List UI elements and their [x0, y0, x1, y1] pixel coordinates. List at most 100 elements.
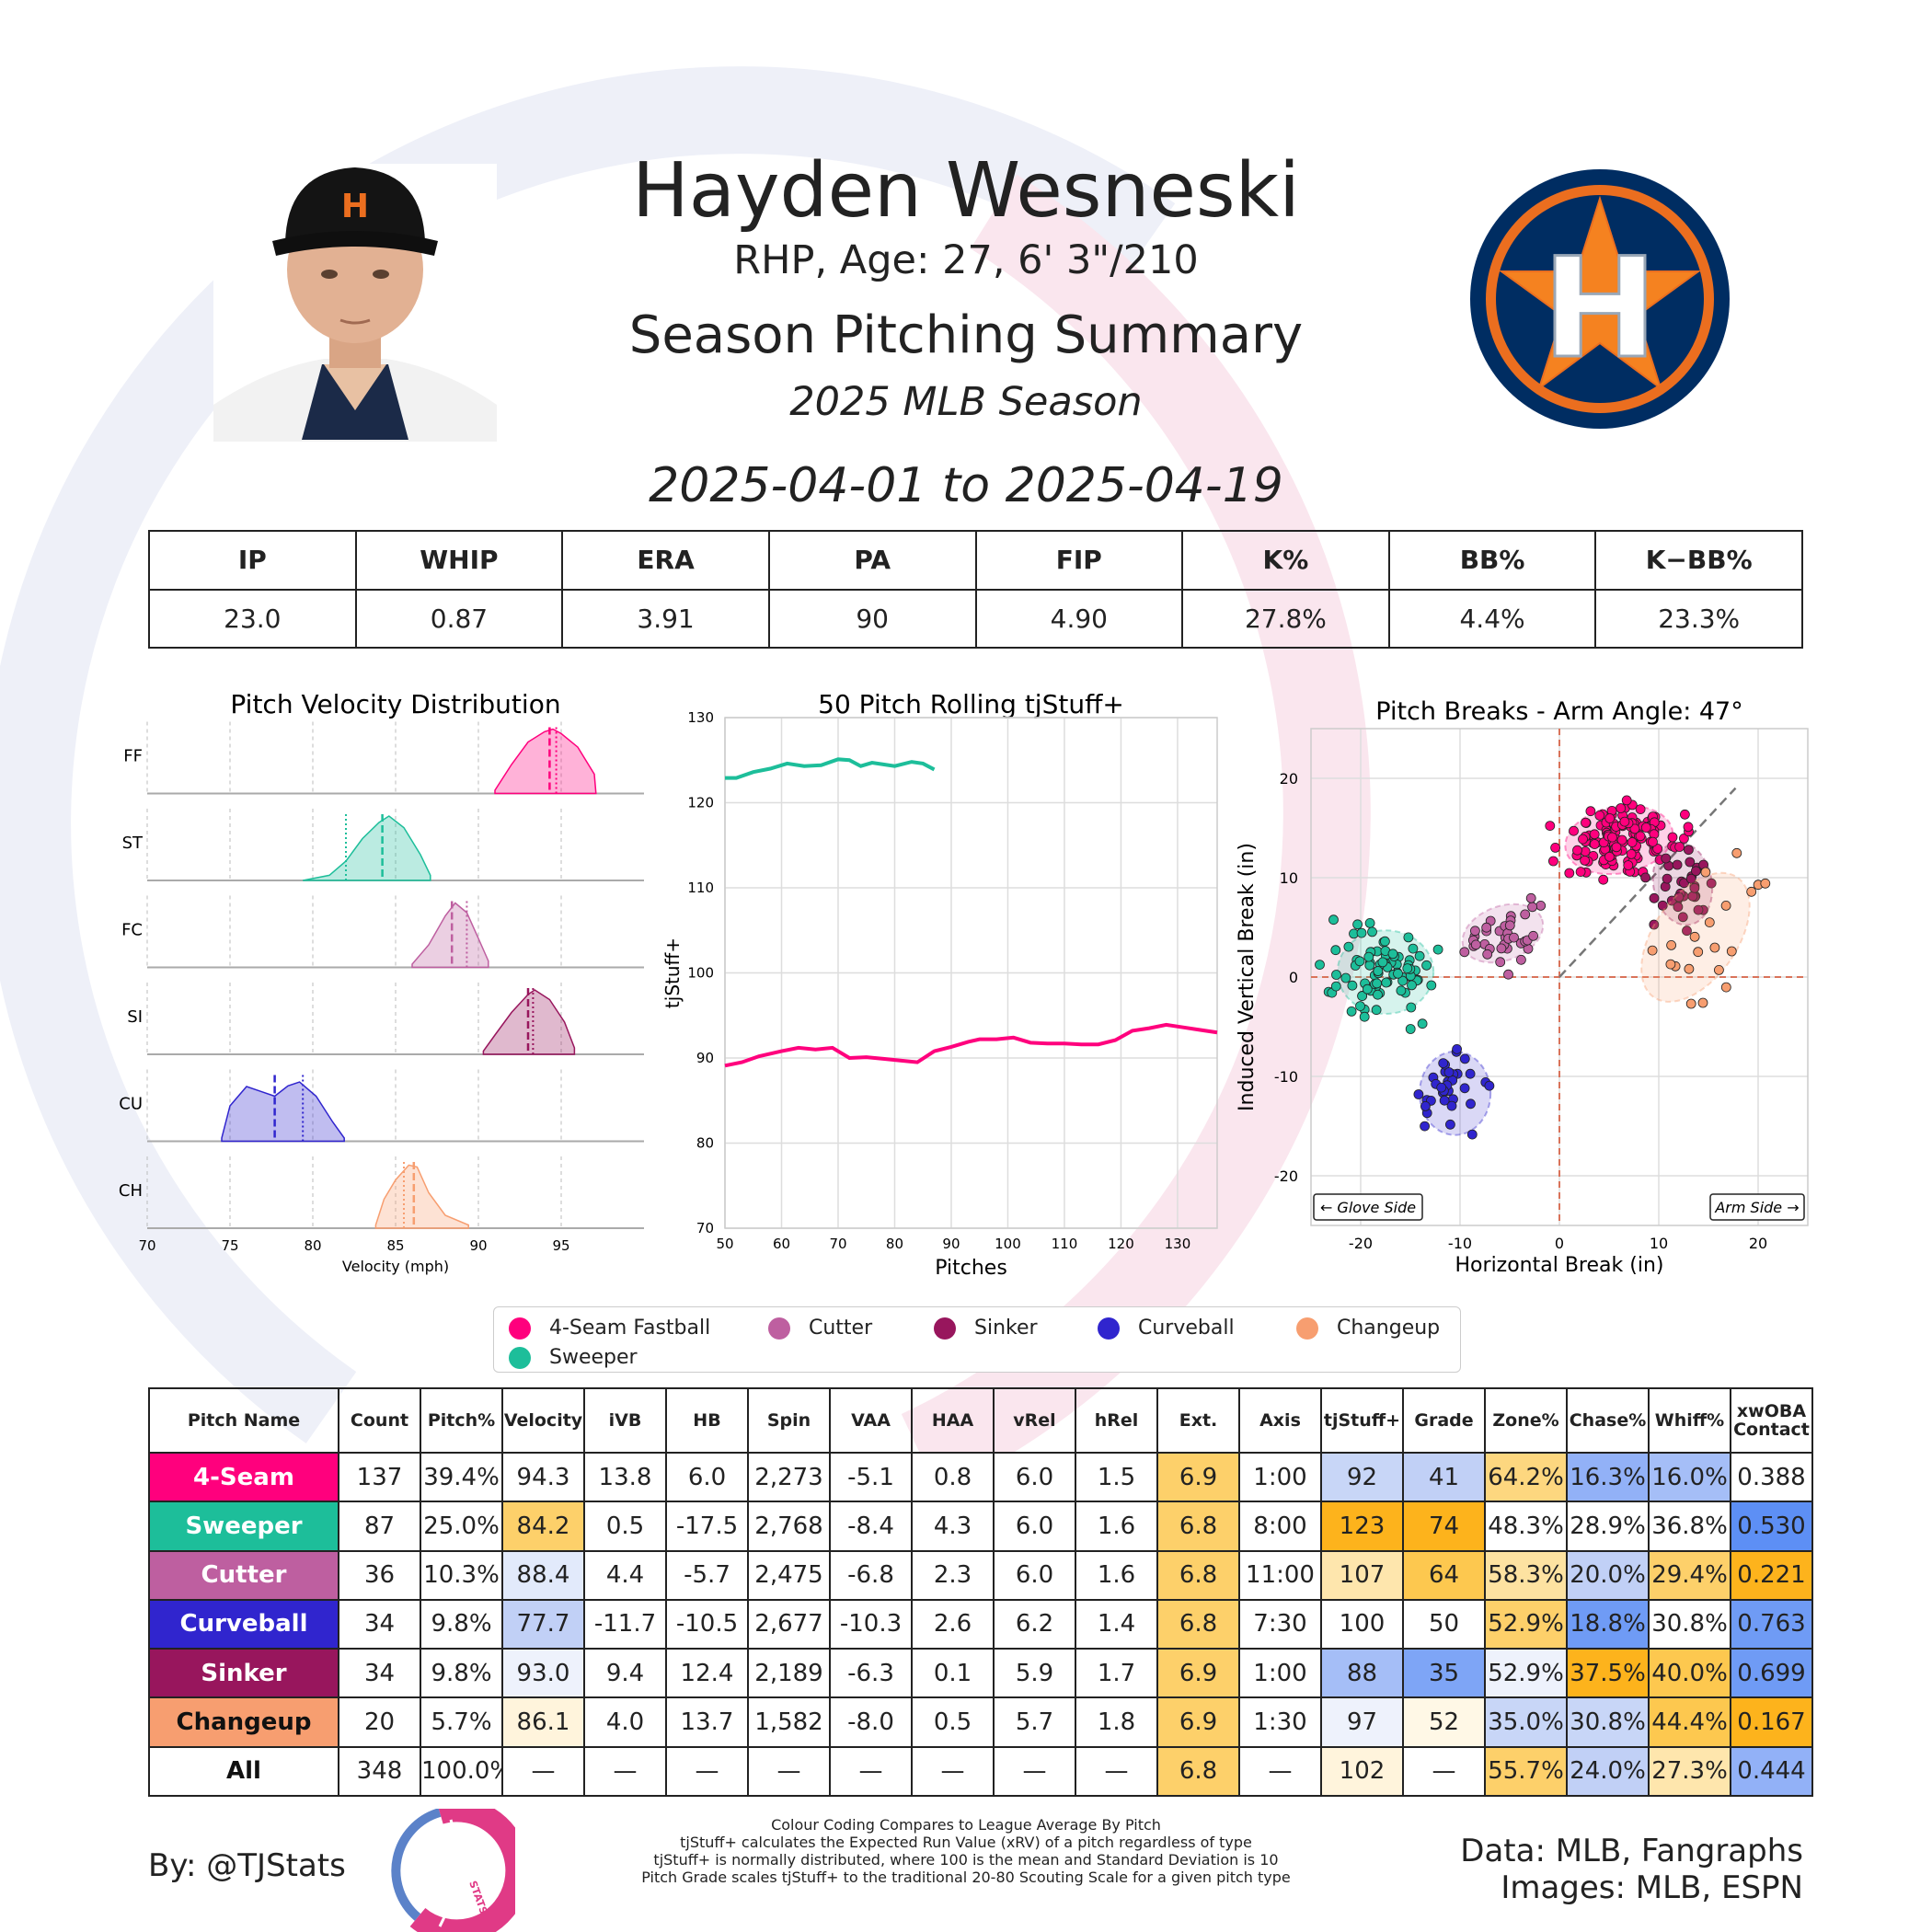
pitch-point [1607, 832, 1617, 843]
table-cell: 6.8 [1156, 1501, 1240, 1552]
table-cell: 41 [1402, 1451, 1486, 1503]
pitch-point [1652, 844, 1663, 854]
pitch-point [1667, 832, 1678, 843]
pitch-point [1470, 939, 1481, 950]
pitch-point [1465, 1068, 1476, 1079]
pitch-point [1678, 833, 1689, 844]
pitch-point [1420, 1121, 1431, 1132]
table-header: Grade [1402, 1387, 1486, 1454]
y-axis-label: Induced Vertical Break (in) [1236, 843, 1259, 1111]
pitch-point [1616, 803, 1627, 813]
pitch-point [1420, 1100, 1431, 1111]
table-cell: 5.9 [993, 1648, 1076, 1699]
glove-side-box: ← Glove Side [1313, 1193, 1423, 1221]
table-header: hRel [1075, 1387, 1158, 1454]
pitch-breaks-chart: Pitch Breaks - Arm Angle: 47° -20 -10 0 10 20… [1236, 697, 1809, 1277]
pitch-point [1627, 837, 1638, 847]
pitch-point [1685, 873, 1696, 884]
x-tick-label: 90 [469, 1237, 487, 1254]
pitch-point [1684, 963, 1695, 974]
table-cell: 0.763 [1730, 1598, 1813, 1650]
legend-label: Sweeper [549, 1346, 638, 1369]
pitch-point [1340, 972, 1351, 983]
pitch-point [1690, 866, 1701, 877]
pitch-point [1578, 834, 1588, 845]
row-label: ST [122, 834, 144, 853]
pitch-point [1527, 902, 1538, 913]
pitch-point [1436, 1082, 1447, 1093]
table-cell: 2.6 [911, 1598, 995, 1650]
x-axis-label: Pitches [935, 1257, 1007, 1280]
table-header: Pitch Name [148, 1387, 339, 1454]
table-header: vRel [993, 1387, 1076, 1454]
rolling-tjstuff-chart: 50 Pitch Rolling tjStuff+ 50 60 70 80 90 100 11… [662, 689, 1218, 1280]
pitch-point [1623, 860, 1634, 870]
table-cell: 2,189 [747, 1648, 831, 1699]
pitch-point [1525, 892, 1536, 903]
table-cell: 2,768 [747, 1501, 831, 1552]
x-tick-label: 110 [1052, 1236, 1078, 1252]
pitch-point [1679, 809, 1690, 820]
table-cell: 6.0 [993, 1451, 1076, 1503]
table-cell: — [501, 1745, 585, 1798]
legend-item: 4-Seam Fastball [509, 1317, 710, 1340]
pitch-point [1672, 859, 1683, 870]
pitch-point [1393, 968, 1403, 979]
table-cell: — [911, 1745, 995, 1798]
table-cell: -10.3 [829, 1598, 913, 1650]
pitch-point [1520, 909, 1531, 920]
table-cell: 20 [338, 1696, 421, 1748]
pitch-point [1640, 822, 1651, 833]
pitch-point [1469, 926, 1480, 937]
logo-text: STATS [466, 1880, 489, 1916]
table-cell: -5.1 [829, 1451, 913, 1503]
pitch-point [1444, 1119, 1455, 1130]
table-cell: 6.0 [993, 1549, 1076, 1601]
table-cell: 64 [1402, 1549, 1486, 1601]
pitch-point [1515, 954, 1526, 965]
pitch-point [1709, 942, 1720, 953]
pitch-point [1443, 1067, 1455, 1077]
pitch-point [1604, 851, 1615, 862]
table-cell: 94.3 [501, 1451, 585, 1503]
pitch-point [1550, 842, 1561, 853]
pitch-point [1640, 872, 1651, 883]
stat-header: FIP [974, 530, 1184, 591]
player-bio: RHP, Age: 27, 6' 3"/210 [733, 237, 1199, 283]
table-cell: -6.8 [829, 1549, 913, 1601]
table-cell: 8:00 [1238, 1501, 1322, 1552]
table-cell: 24.0% [1566, 1745, 1650, 1798]
plot-frame [724, 717, 1218, 1229]
pitch-point [1682, 926, 1692, 937]
pitch-point [1581, 817, 1591, 828]
glove-side-frame [1313, 1193, 1423, 1221]
pitch-point [1439, 1095, 1450, 1106]
table-header: Ext. [1156, 1387, 1240, 1454]
pitch-point [1704, 917, 1715, 928]
player-photo: H [213, 164, 497, 442]
pitch-point [1466, 1098, 1476, 1110]
pitch-name-cell: 4-Seam [148, 1451, 339, 1503]
footnote: tjStuff+ is normally distributed, where … [653, 1851, 1279, 1869]
table-cell: 13.7 [665, 1696, 749, 1748]
density-area [411, 902, 489, 969]
table-cell: 0.221 [1730, 1549, 1813, 1601]
pitch-point [1426, 980, 1437, 991]
pitch-point [1417, 1018, 1428, 1029]
pitch-point [1674, 842, 1685, 852]
pitch-point [1377, 957, 1388, 968]
table-cell: 10.3% [420, 1549, 503, 1601]
pitch-point [1700, 867, 1711, 878]
table-cell: 77.7 [501, 1598, 585, 1650]
pitch-name-cell: Curveball [148, 1598, 339, 1650]
pitch-point [1432, 944, 1443, 955]
table-row: Cutter 36 10.3% 88.4 4.4 -5.7 2,475 -6.8 2.3 6.0 1… [148, 1549, 1813, 1601]
pitch-point [1402, 963, 1413, 974]
table-cell: 0.5 [911, 1696, 995, 1748]
table-cell: 86.1 [501, 1696, 585, 1748]
pitch-point [1585, 806, 1596, 817]
table-cell: 6.0 [665, 1451, 749, 1503]
arm-side-label: Arm Side → [1714, 1199, 1799, 1216]
pitch-point [1346, 1006, 1357, 1017]
table-header: Spin [747, 1387, 831, 1454]
